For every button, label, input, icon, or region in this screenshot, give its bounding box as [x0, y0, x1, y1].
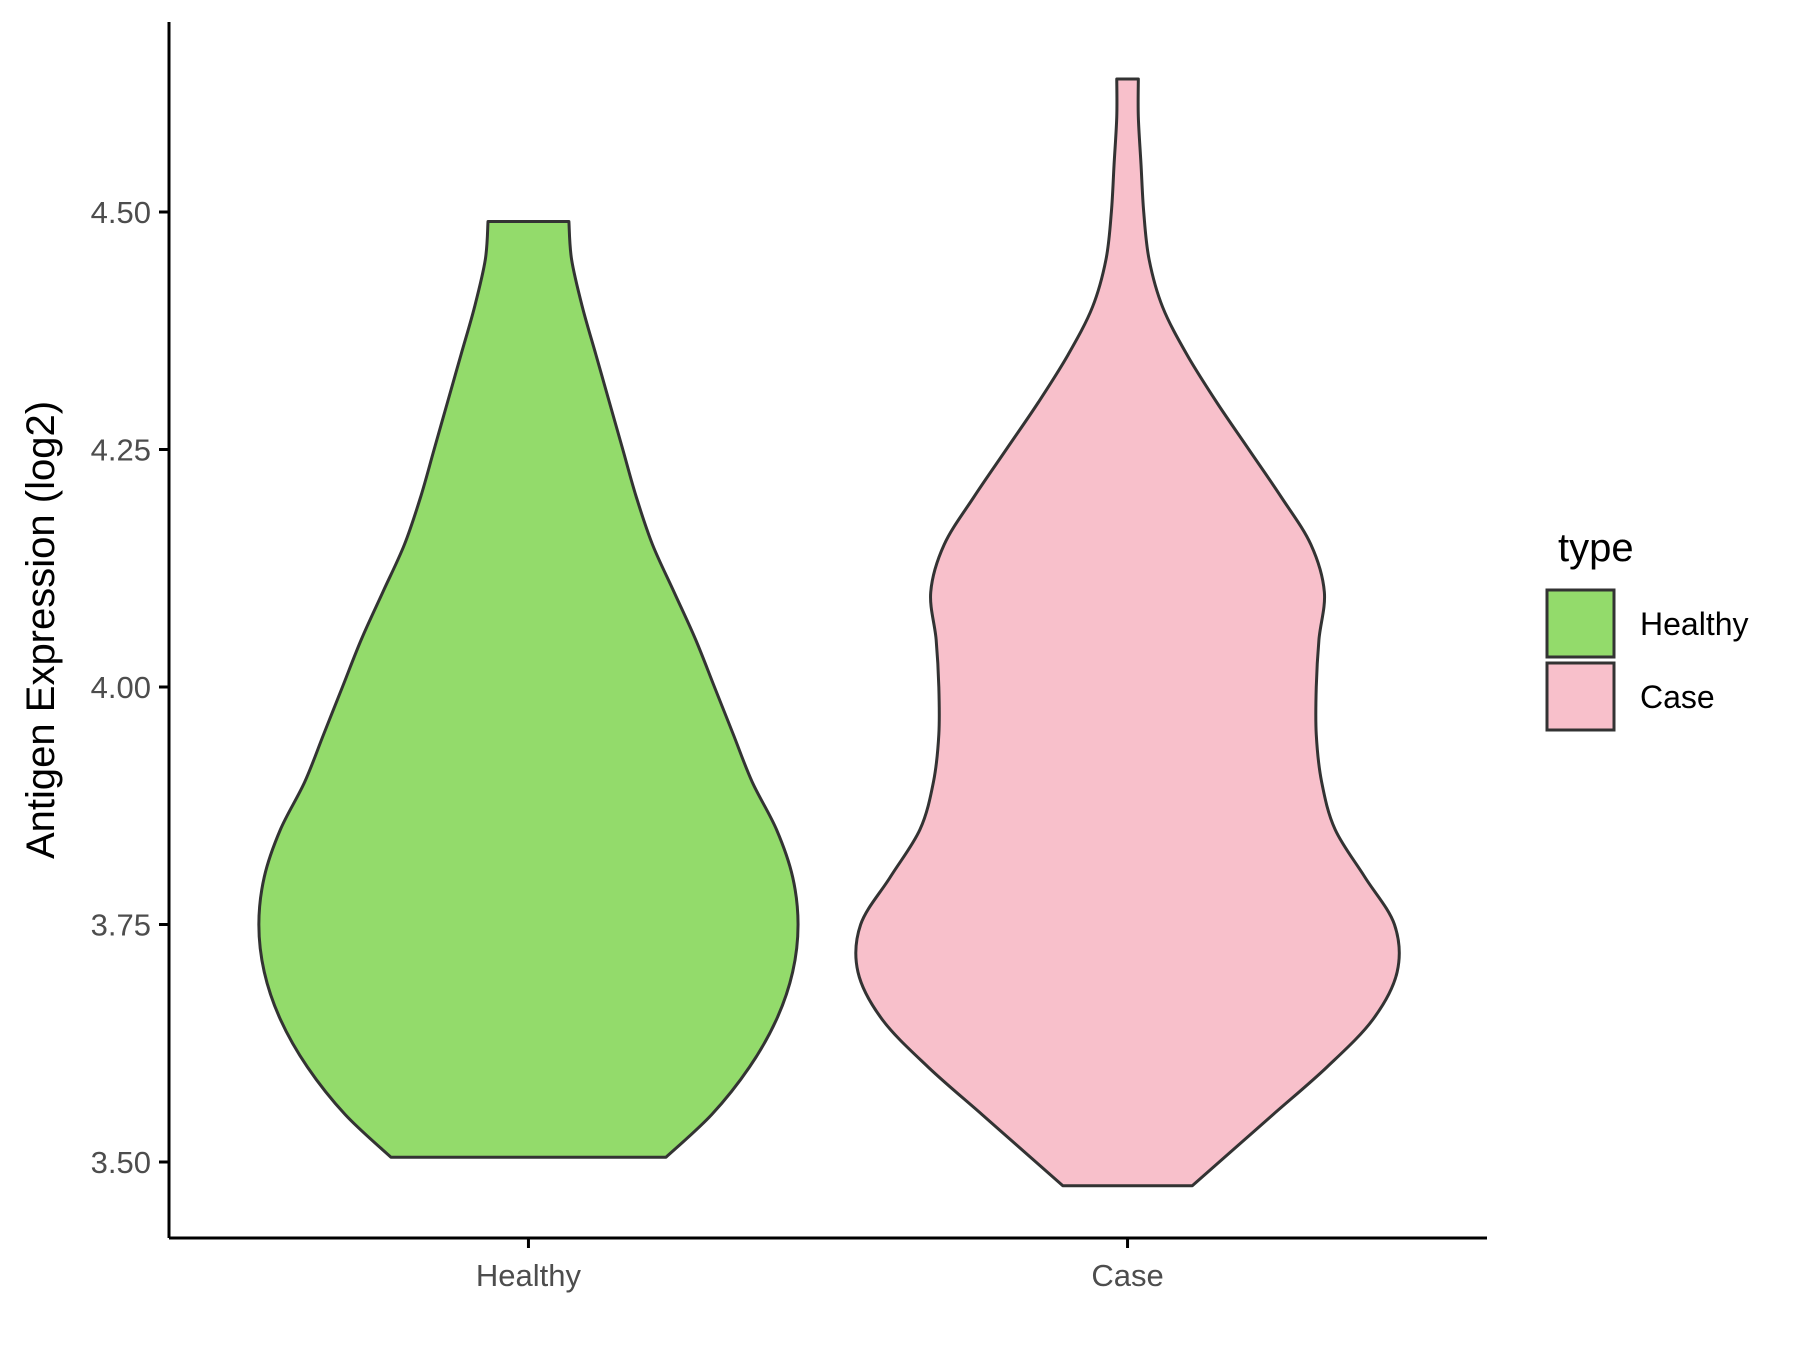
legend-swatch-case	[1545, 661, 1616, 732]
x-tick-label-healthy: Healthy	[476, 1258, 582, 1293]
y-axis-title: Antigen Expression (log2)	[19, 401, 63, 859]
violin-case	[854, 77, 1401, 1188]
y-tick-label: 4.00	[91, 670, 151, 705]
legend-swatch-healthy	[1545, 588, 1616, 659]
y-tick-label: 4.50	[91, 195, 151, 230]
legend-items: Healthy Case	[1545, 588, 1749, 732]
legend: type Healthy Case	[1545, 526, 1749, 732]
y-tick-label: 3.50	[91, 1145, 151, 1180]
y-tick-label: 4.25	[91, 433, 151, 468]
violin-layer	[257, 77, 1401, 1188]
legend-label-case: Case	[1640, 679, 1715, 715]
legend-title: type	[1558, 526, 1634, 570]
y-axis-ticks: 3.50 3.75 4.00 4.25 4.50	[91, 195, 169, 1180]
legend-label-healthy: Healthy	[1640, 606, 1749, 642]
x-axis-ticks: Healthy Case	[476, 1238, 1164, 1293]
x-tick-label-case: Case	[1091, 1258, 1163, 1293]
y-tick-label: 3.75	[91, 908, 151, 943]
violin-healthy	[257, 220, 800, 1159]
